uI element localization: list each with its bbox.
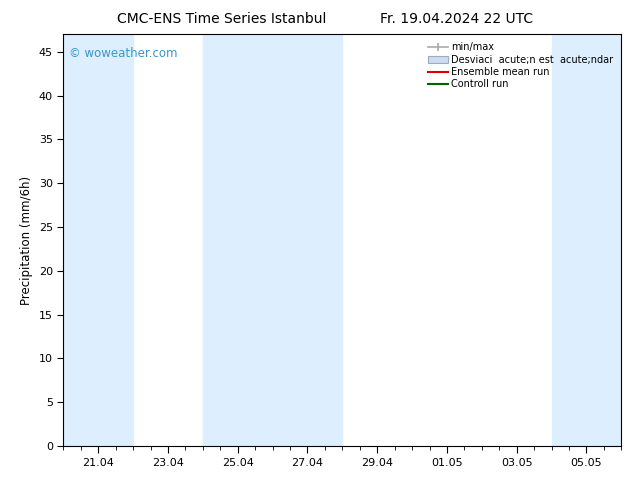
Text: © woweather.com: © woweather.com [69,47,178,60]
Bar [273,34,342,446]
Bar [203,34,273,446]
Legend: min/max, Desviaci  acute;n est  acute;ndar, Ensemble mean run, Controll run: min/max, Desviaci acute;n est acute;ndar… [425,39,616,92]
Bar [63,34,133,446]
Text: Fr. 19.04.2024 22 UTC: Fr. 19.04.2024 22 UTC [380,12,533,26]
Text: CMC-ENS Time Series Istanbul: CMC-ENS Time Series Istanbul [117,12,327,26]
Bar [552,34,621,446]
Y-axis label: Precipitation (mm/6h): Precipitation (mm/6h) [20,175,34,305]
